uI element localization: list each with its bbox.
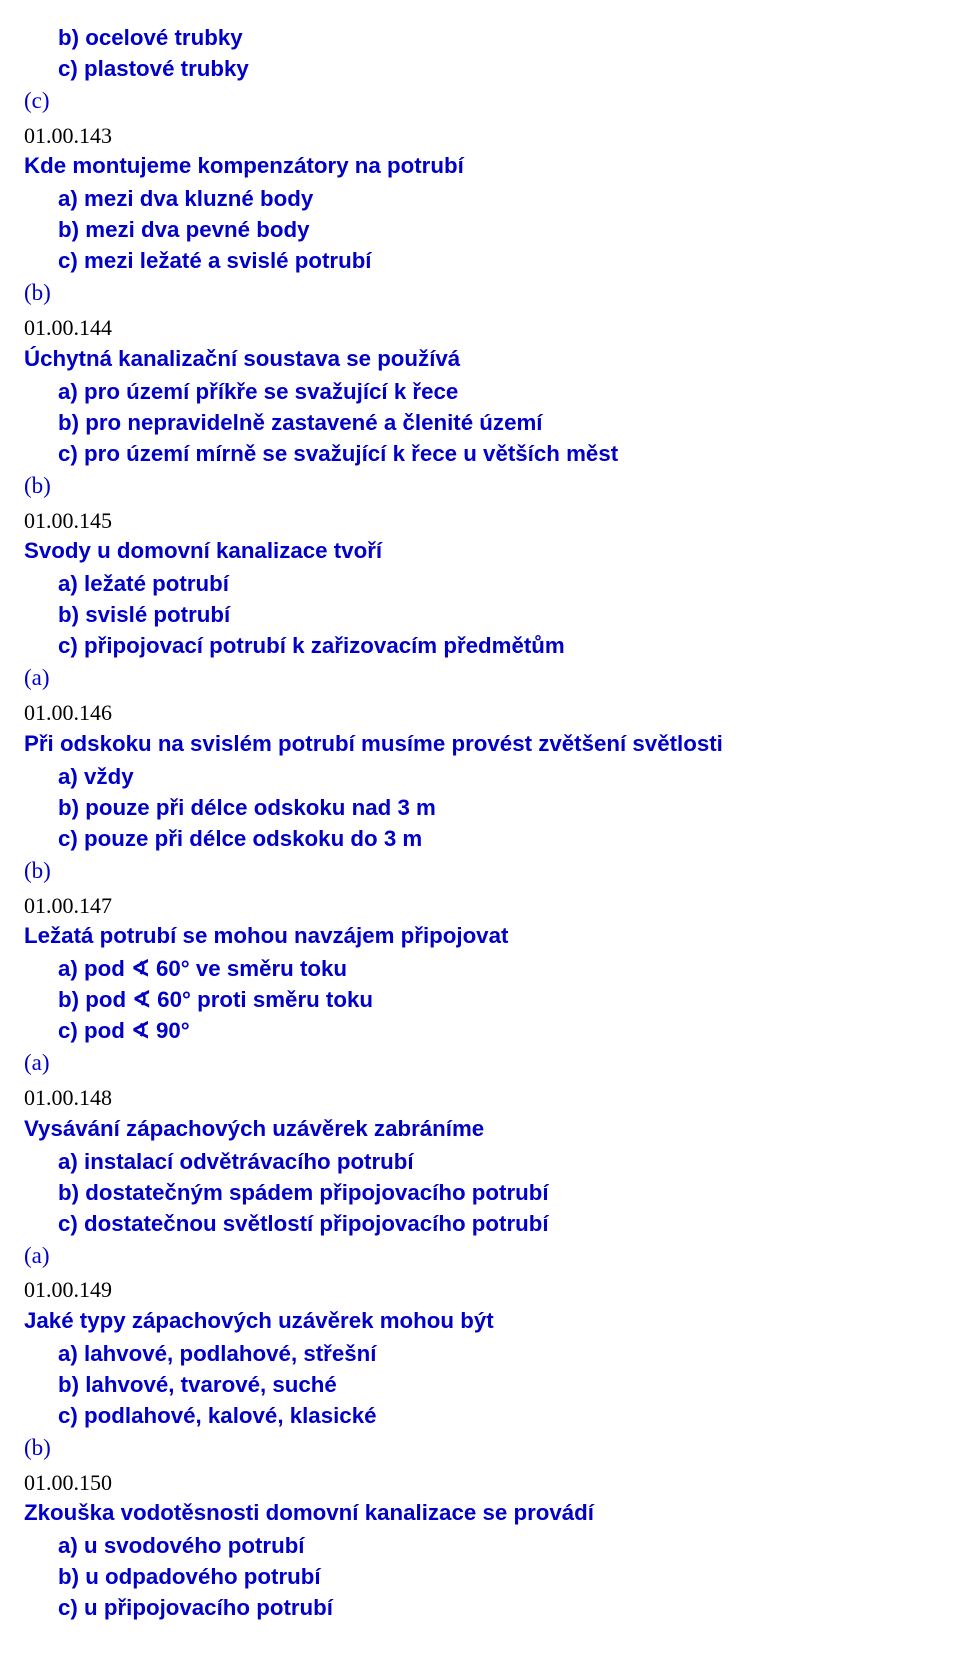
option-text: a) vždy xyxy=(58,763,936,792)
answer-key: (b) xyxy=(24,1433,936,1463)
option-text: a) mezi dva kluzné body xyxy=(58,185,936,214)
option-text: a) ležaté potrubí xyxy=(58,570,936,599)
answer-key: (b) xyxy=(24,471,936,501)
question-text: Svody u domovní kanalizace tvoří xyxy=(24,537,936,566)
question-text: Jaké typy zápachových uzávěrek mohou být xyxy=(24,1307,936,1336)
question-block: 01.00.146 Při odskoku na svislém potrubí… xyxy=(24,699,936,885)
option-text: b) u odpadového potrubí xyxy=(58,1563,936,1592)
answer-key: (b) xyxy=(24,856,936,886)
question-block: 01.00.145 Svody u domovní kanalizace tvo… xyxy=(24,507,936,693)
option-text: c) podlahové, kalové, klasické xyxy=(58,1402,936,1431)
question-block: 01.00.144 Úchytná kanalizační soustava s… xyxy=(24,314,936,500)
option-text: b) pro nepravidelně zastavené a členité … xyxy=(58,409,936,438)
option-text: b) pod ∢ 60° proti směru toku xyxy=(58,986,936,1015)
question-number: 01.00.143 xyxy=(24,122,936,151)
option-text: a) lahvové, podlahové, střešní xyxy=(58,1340,936,1369)
question-number: 01.00.146 xyxy=(24,699,936,728)
option-text: c) plastové trubky xyxy=(58,55,936,84)
option-text: c) dostatečnou světlostí připojovacího p… xyxy=(58,1210,936,1239)
option-text: c) u připojovacího potrubí xyxy=(58,1594,936,1623)
option-text: b) ocelové trubky xyxy=(58,24,936,53)
question-number: 01.00.150 xyxy=(24,1469,936,1498)
question-text: Kde montujeme kompenzátory na potrubí xyxy=(24,152,936,181)
question-text: Úchytná kanalizační soustava se používá xyxy=(24,345,936,374)
question-text: Vysávání zápachových uzávěrek zabráníme xyxy=(24,1115,936,1144)
question-number: 01.00.144 xyxy=(24,314,936,343)
option-text: c) pod ∢ 90° xyxy=(58,1017,936,1046)
option-text: b) svislé potrubí xyxy=(58,601,936,630)
question-block: 01.00.149 Jaké typy zápachových uzávěrek… xyxy=(24,1276,936,1462)
question-block: 01.00.148 Vysávání zápachových uzávěrek … xyxy=(24,1084,936,1270)
answer-key: (a) xyxy=(24,663,936,693)
option-text: c) mezi ležaté a svislé potrubí xyxy=(58,247,936,276)
option-text: c) pro území mírně se svažující k řece u… xyxy=(58,440,936,469)
question-number: 01.00.145 xyxy=(24,507,936,536)
option-text: a) u svodového potrubí xyxy=(58,1532,936,1561)
answer-key: (a) xyxy=(24,1048,936,1078)
answer-key: (b) xyxy=(24,278,936,308)
question-text: Zkouška vodotěsnosti domovní kanalizace … xyxy=(24,1499,936,1528)
question-text: Ležatá potrubí se mohou navzájem připojo… xyxy=(24,922,936,951)
question-block: 01.00.147 Ležatá potrubí se mohou navzáj… xyxy=(24,892,936,1078)
option-text: b) pouze při délce odskoku nad 3 m xyxy=(58,794,936,823)
option-text: c) připojovací potrubí k zařizovacím pře… xyxy=(58,632,936,661)
question-number: 01.00.148 xyxy=(24,1084,936,1113)
question-block: 01.00.150 Zkouška vodotěsnosti domovní k… xyxy=(24,1469,936,1624)
option-text: b) mezi dva pevné body xyxy=(58,216,936,245)
answer-key: (a) xyxy=(24,1241,936,1271)
intro-fragment: b) ocelové trubky c) plastové trubky (c) xyxy=(24,24,936,116)
question-number: 01.00.149 xyxy=(24,1276,936,1305)
option-text: a) instalací odvětrávacího potrubí xyxy=(58,1148,936,1177)
option-text: b) dostatečným spádem připojovacího potr… xyxy=(58,1179,936,1208)
answer-key: (c) xyxy=(24,86,936,116)
option-text: b) lahvové, tvarové, suché xyxy=(58,1371,936,1400)
question-text: Při odskoku na svislém potrubí musíme pr… xyxy=(24,730,936,759)
question-number: 01.00.147 xyxy=(24,892,936,921)
option-text: a) pod ∢ 60° ve směru toku xyxy=(58,955,936,984)
option-text: a) pro území příkře se svažující k řece xyxy=(58,378,936,407)
question-block: 01.00.143 Kde montujeme kompenzátory na … xyxy=(24,122,936,308)
option-text: c) pouze při délce odskoku do 3 m xyxy=(58,825,936,854)
